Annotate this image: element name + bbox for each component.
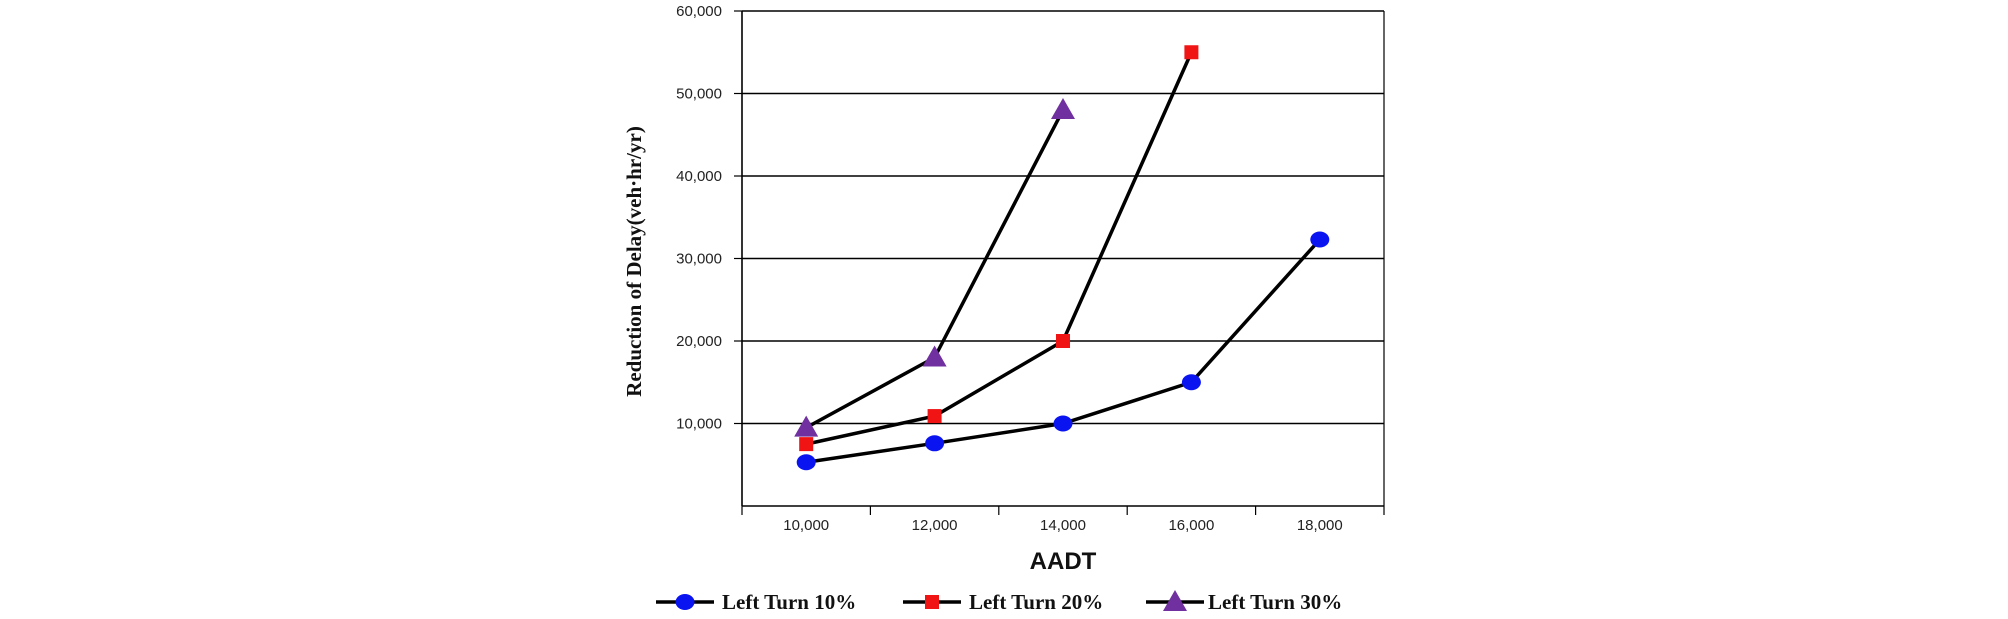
data-point — [925, 435, 945, 452]
x-axis-title: AADT — [1030, 548, 1097, 575]
legend: Left Turn 10% Left Turn 20% Left Turn 30% — [656, 590, 1342, 614]
series-2 — [799, 45, 1199, 452]
data-point — [1181, 374, 1201, 391]
legend-label: Left Turn 20% — [969, 590, 1103, 614]
legend-marker — [925, 595, 939, 609]
x-tick-label: 14,000 — [1040, 517, 1086, 534]
axes — [734, 10, 1385, 515]
legend-marker — [1163, 590, 1187, 611]
x-tick-label: 12,000 — [912, 517, 958, 534]
y-tick-label: 20,000 — [676, 333, 722, 350]
y-tick-label: 10,000 — [676, 416, 722, 433]
legend-item-2: Left Turn 20% — [903, 590, 1103, 614]
y-tick-label: 40,000 — [676, 168, 722, 185]
y-axis-title: Reduction of Delay(veh·hr/yr) — [622, 126, 646, 397]
legend-item-3: Left Turn 30% — [1146, 590, 1342, 614]
legend-label: Left Turn 30% — [1208, 590, 1342, 614]
grid-lines — [742, 10, 1384, 425]
data-point — [794, 415, 819, 437]
series-line — [805, 109, 1065, 430]
y-tick-label: 30,000 — [676, 251, 722, 268]
series-3 — [794, 98, 1075, 437]
y-tick-label: 60,000 — [676, 3, 722, 20]
legend-marker — [675, 594, 695, 610]
data-point — [796, 454, 816, 471]
x-tick-label: 18,000 — [1297, 517, 1343, 534]
data-point — [799, 437, 814, 452]
series-line — [805, 51, 1193, 446]
data-point — [1051, 98, 1075, 119]
data-point — [922, 345, 947, 367]
data-point — [1056, 334, 1070, 348]
tick-labels: 10,000 20,000 30,000 40,000 50,000 60,000 10,0… — [676, 3, 1343, 534]
series-1 — [796, 231, 1330, 471]
legend-item-1: Left Turn 10% — [656, 590, 856, 614]
y-tick-label: 50,000 — [676, 86, 722, 103]
legend-label: Left Turn 10% — [722, 590, 856, 614]
series-group — [794, 45, 1330, 471]
data-point — [1053, 415, 1073, 432]
x-tick-label: 16,000 — [1168, 517, 1214, 534]
data-point — [1310, 231, 1330, 248]
x-tick-label: 10,000 — [783, 517, 829, 534]
data-point — [927, 409, 942, 424]
data-point — [1184, 45, 1199, 60]
